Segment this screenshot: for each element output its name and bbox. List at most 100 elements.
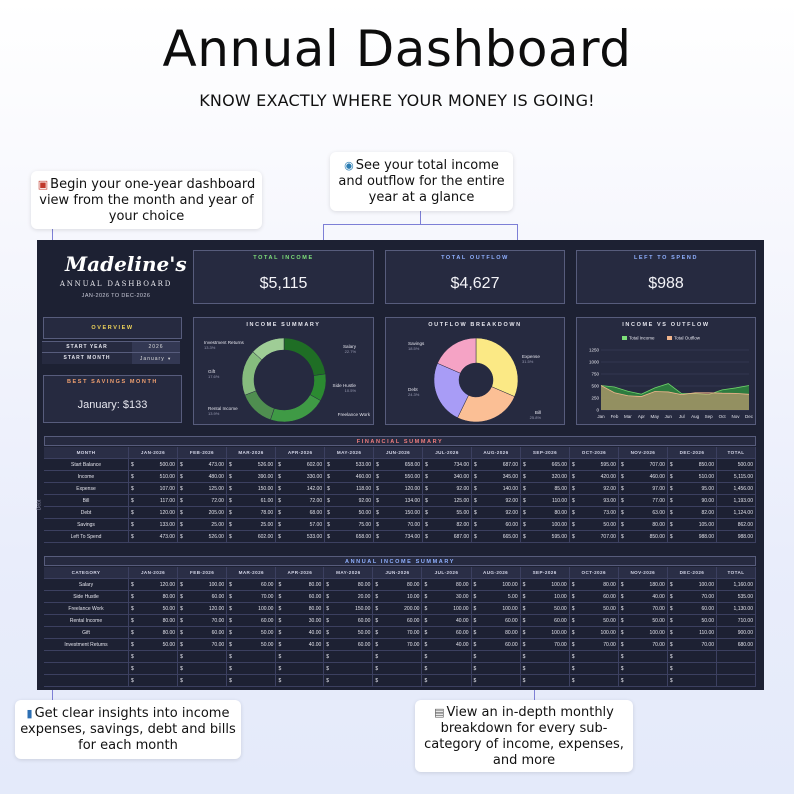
table-cell[interactable]: 595.00	[531, 530, 570, 543]
table-cell[interactable]: 100.00	[432, 602, 472, 615]
table-cell[interactable]: 110.00	[677, 626, 717, 639]
table-cell[interactable]: 707.00	[579, 530, 619, 543]
table-cell[interactable]: 125.00	[433, 494, 473, 507]
table-cell[interactable]: 40.00	[286, 626, 325, 639]
table-cell[interactable]: 100.00	[481, 578, 521, 591]
table-cell[interactable]: 107.00	[139, 482, 178, 495]
table-cell[interactable]	[628, 650, 668, 663]
table-cell[interactable]	[188, 650, 228, 663]
table-cell[interactable]: 60.00	[481, 638, 521, 651]
table-cell[interactable]: 510.00	[677, 470, 717, 483]
table-cell[interactable]: 60.00	[481, 614, 521, 627]
table-cell[interactable]: 50.00	[237, 638, 277, 651]
table-cell[interactable]	[139, 674, 179, 687]
table-cell[interactable]	[432, 650, 472, 663]
table-cell[interactable]	[383, 674, 423, 687]
table-cell[interactable]: 50.00	[139, 638, 179, 651]
table-cell[interactable]: 50.00	[335, 506, 375, 519]
table-cell[interactable]: 180.00	[628, 578, 668, 591]
table-cell[interactable]: 118.00	[335, 482, 375, 495]
table-cell[interactable]: 72.00	[286, 494, 326, 507]
table-cell[interactable]: 40.00	[628, 590, 668, 603]
table-cell[interactable]: 60.00	[383, 614, 423, 627]
table-cell[interactable]: 60.00	[188, 590, 228, 603]
table-cell[interactable]: 70.00	[628, 602, 668, 615]
table-cell[interactable]: 105.00	[677, 518, 717, 531]
table-cell[interactable]	[383, 650, 423, 663]
table-cell[interactable]: 40.00	[432, 638, 472, 651]
table-cell[interactable]	[139, 662, 179, 675]
table-cell[interactable]: 510.00	[139, 470, 178, 483]
table-cell[interactable]	[530, 662, 570, 675]
table-cell[interactable]: 133.00	[139, 518, 178, 531]
table-cell[interactable]: 100.00	[677, 578, 717, 591]
table-cell[interactable]: 77.00	[628, 494, 668, 507]
table-cell[interactable]: 460.00	[335, 470, 375, 483]
table-cell[interactable]	[188, 662, 228, 675]
table-cell[interactable]: 150.00	[236, 482, 277, 495]
table-cell[interactable]: 50.00	[530, 602, 570, 615]
table-cell[interactable]	[481, 674, 521, 687]
table-cell[interactable]: 61.00	[236, 494, 277, 507]
table-cell[interactable]: 390.00	[236, 470, 277, 483]
table-cell[interactable]: 50.00	[579, 518, 619, 531]
table-cell[interactable]: 345.00	[482, 470, 522, 483]
table-cell[interactable]	[677, 650, 717, 663]
table-cell[interactable]: 110.00	[531, 494, 570, 507]
table-cell[interactable]: 50.00	[579, 614, 619, 627]
table-cell[interactable]: 80.00	[139, 590, 179, 603]
table-cell[interactable]: 50.00	[334, 626, 374, 639]
table-cell[interactable]: 120.00	[384, 482, 424, 495]
table-cell[interactable]: 92.00	[335, 494, 375, 507]
table-cell[interactable]	[188, 674, 228, 687]
table-cell[interactable]: 60.00	[579, 590, 619, 603]
table-cell[interactable]: 734.00	[433, 458, 473, 471]
table-cell[interactable]	[481, 662, 521, 675]
table-cell[interactable]: 50.00	[579, 602, 619, 615]
table-cell[interactable]: 100.00	[237, 602, 277, 615]
table-cell[interactable]: 200.00	[383, 602, 423, 615]
table-cell[interactable]: 850.00	[628, 530, 668, 543]
table-cell[interactable]: 665.00	[482, 530, 522, 543]
table-cell[interactable]: 70.00	[188, 638, 228, 651]
table-cell[interactable]	[677, 662, 717, 675]
table-cell[interactable]	[237, 674, 277, 687]
table-cell[interactable]: 100.00	[188, 578, 228, 591]
table-cell[interactable]: 533.00	[335, 458, 375, 471]
table-cell[interactable]	[579, 674, 619, 687]
table-cell[interactable]: 30.00	[286, 614, 325, 627]
table-cell[interactable]: 80.00	[286, 602, 325, 615]
table-cell[interactable]: 80.00	[579, 578, 619, 591]
table-cell[interactable]: 5.00	[481, 590, 521, 603]
table-cell[interactable]: 80.00	[139, 626, 179, 639]
table-cell[interactable]: 10.00	[530, 590, 570, 603]
table-cell[interactable]: 665.00	[531, 458, 570, 471]
table-cell[interactable]: 25.00	[187, 518, 227, 531]
table-cell[interactable]: 70.00	[384, 518, 424, 531]
table-cell[interactable]: 82.00	[677, 506, 717, 519]
table-cell[interactable]: 70.00	[383, 638, 423, 651]
table-cell[interactable]: 75.00	[335, 518, 375, 531]
table-cell[interactable]: 92.00	[482, 494, 522, 507]
table-cell[interactable]: 97.00	[628, 482, 668, 495]
table-cell[interactable]: 526.00	[187, 530, 227, 543]
table-cell[interactable]: 10.00	[383, 590, 423, 603]
table-cell[interactable]: 100.00	[530, 626, 570, 639]
table-cell[interactable]: 72.00	[187, 494, 227, 507]
table-cell[interactable]: 60.00	[482, 518, 522, 531]
table-cell[interactable]	[677, 674, 717, 687]
table-cell[interactable]	[286, 662, 325, 675]
table-cell[interactable]: 125.00	[187, 482, 227, 495]
table-cell[interactable]: 526.00	[236, 458, 277, 471]
table-cell[interactable]: 50.00	[677, 614, 717, 627]
table-cell[interactable]: 550.00	[384, 470, 424, 483]
table-cell[interactable]: 57.00	[286, 518, 326, 531]
table-cell[interactable]: 60.00	[334, 638, 374, 651]
table-cell[interactable]: 80.00	[628, 518, 668, 531]
table-cell[interactable]: 70.00	[677, 638, 717, 651]
table-cell[interactable]: 60.00	[677, 602, 717, 615]
table-cell[interactable]	[530, 674, 570, 687]
table-cell[interactable]	[286, 650, 325, 663]
table-cell[interactable]: 707.00	[628, 458, 668, 471]
table-cell[interactable]: 50.00	[139, 602, 179, 615]
